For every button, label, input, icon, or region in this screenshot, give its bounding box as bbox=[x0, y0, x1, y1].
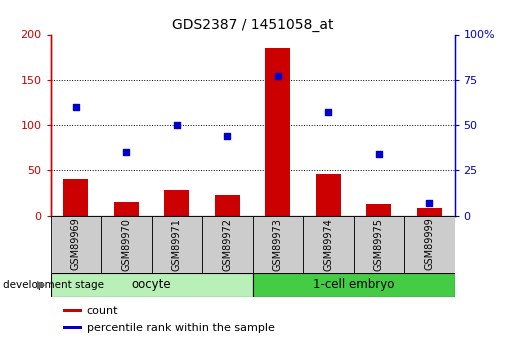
Text: GSM89975: GSM89975 bbox=[374, 218, 384, 270]
Text: oocyte: oocyte bbox=[132, 278, 171, 291]
FancyBboxPatch shape bbox=[252, 273, 454, 297]
FancyBboxPatch shape bbox=[252, 216, 303, 273]
FancyBboxPatch shape bbox=[404, 216, 454, 273]
Text: GSM89969: GSM89969 bbox=[71, 218, 81, 270]
Bar bbox=[164, 190, 189, 216]
FancyBboxPatch shape bbox=[101, 216, 152, 273]
Point bbox=[425, 200, 433, 206]
Bar bbox=[63, 309, 82, 312]
FancyBboxPatch shape bbox=[152, 216, 202, 273]
FancyBboxPatch shape bbox=[202, 216, 252, 273]
Point bbox=[122, 149, 130, 155]
Point bbox=[324, 110, 332, 115]
Point bbox=[274, 73, 282, 79]
FancyBboxPatch shape bbox=[354, 216, 404, 273]
Point bbox=[173, 122, 181, 128]
Bar bbox=[417, 208, 442, 216]
Bar bbox=[316, 174, 341, 216]
Text: 1-cell embryo: 1-cell embryo bbox=[313, 278, 394, 291]
Bar bbox=[63, 179, 88, 216]
Text: ▶: ▶ bbox=[37, 280, 45, 289]
Text: count: count bbox=[87, 306, 118, 315]
Bar bbox=[114, 202, 139, 216]
FancyBboxPatch shape bbox=[50, 273, 252, 297]
FancyBboxPatch shape bbox=[303, 216, 354, 273]
Text: GSM89973: GSM89973 bbox=[273, 218, 283, 270]
Text: GSM89972: GSM89972 bbox=[222, 218, 232, 270]
Point bbox=[223, 133, 231, 139]
Point bbox=[72, 104, 80, 110]
Point bbox=[375, 151, 383, 157]
Bar bbox=[265, 48, 290, 216]
Text: GSM89999: GSM89999 bbox=[424, 218, 434, 270]
Title: GDS2387 / 1451058_at: GDS2387 / 1451058_at bbox=[172, 18, 333, 32]
Text: GSM89974: GSM89974 bbox=[323, 218, 333, 270]
Text: GSM89971: GSM89971 bbox=[172, 218, 182, 270]
FancyBboxPatch shape bbox=[50, 216, 101, 273]
Text: percentile rank within the sample: percentile rank within the sample bbox=[87, 323, 275, 333]
Bar bbox=[366, 204, 391, 216]
Text: development stage: development stage bbox=[3, 280, 104, 289]
Text: GSM89970: GSM89970 bbox=[121, 218, 131, 270]
Bar bbox=[63, 326, 82, 329]
Bar bbox=[215, 195, 240, 216]
